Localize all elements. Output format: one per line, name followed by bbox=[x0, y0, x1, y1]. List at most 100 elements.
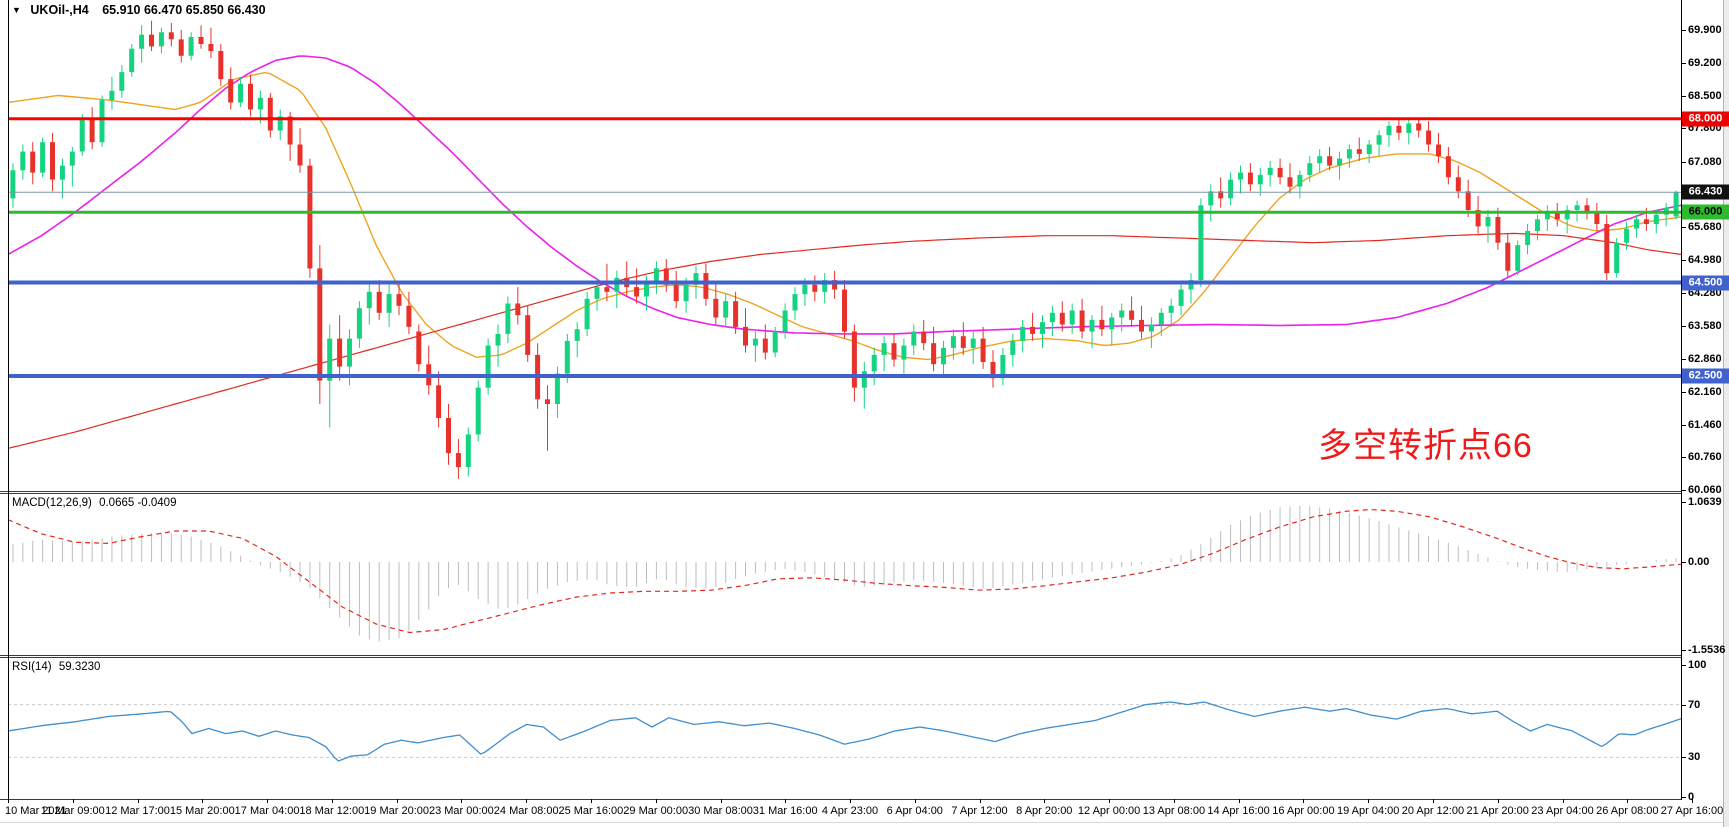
time-tick-mark bbox=[914, 799, 916, 803]
candle-body bbox=[1604, 224, 1610, 274]
candle-body bbox=[248, 83, 253, 110]
candle-body bbox=[743, 326, 748, 346]
candle-body bbox=[50, 142, 55, 180]
candle-body bbox=[1574, 205, 1580, 210]
time-tick-mark bbox=[720, 799, 722, 803]
candle-body bbox=[1208, 191, 1214, 206]
time-tick-label: 13 Apr 08:00 bbox=[1142, 805, 1206, 817]
candle-body bbox=[59, 165, 65, 180]
time-tick-label: 15 Mar 20:00 bbox=[169, 805, 235, 817]
candle-body bbox=[1069, 310, 1075, 325]
macd-rsi-divider[interactable] bbox=[0, 655, 1681, 656]
time-tick-label: 23 Mar 00:00 bbox=[428, 805, 494, 817]
candle-body bbox=[455, 453, 461, 468]
candle-body bbox=[1337, 158, 1342, 166]
candle-body bbox=[10, 170, 16, 199]
candle-body bbox=[703, 273, 709, 299]
time-tick-mark bbox=[785, 799, 787, 803]
candle-body bbox=[1049, 312, 1055, 323]
candle-body bbox=[356, 308, 362, 339]
time-tick-mark bbox=[1109, 799, 1111, 803]
price-tick-mark bbox=[1681, 490, 1686, 491]
candle-body bbox=[188, 37, 194, 56]
time-tick-label: 16 Apr 00:00 bbox=[1272, 805, 1335, 817]
candle-body bbox=[198, 37, 204, 44]
time-tick-mark bbox=[1044, 799, 1046, 803]
candle-body bbox=[832, 280, 838, 290]
candle-body bbox=[901, 345, 907, 360]
candle-body bbox=[337, 338, 343, 367]
candle-body bbox=[505, 303, 511, 334]
main-macd-divider2 bbox=[0, 493, 1681, 494]
candle-body bbox=[20, 151, 26, 171]
candle-body bbox=[614, 277, 620, 292]
price-badge-66.000: 66.000 bbox=[1682, 204, 1729, 220]
candle-body bbox=[1366, 144, 1372, 154]
time-tick-mark bbox=[1173, 799, 1175, 803]
candle-body bbox=[1010, 340, 1016, 355]
candle-body bbox=[396, 294, 402, 306]
candle-body bbox=[980, 338, 986, 362]
candle-body bbox=[287, 116, 293, 145]
price-tick-mark bbox=[1681, 95, 1686, 97]
price-tick-label: 62.160 bbox=[1688, 385, 1722, 398]
candle-body bbox=[950, 336, 956, 348]
price-tick-label: 69.900 bbox=[1688, 24, 1722, 36]
rsi-panel-surface[interactable] bbox=[0, 658, 1681, 799]
macd-indicator-label: MACD(12,26,9) 0.0665 -0.0409 bbox=[12, 497, 177, 509]
symbol-label: UKOil-,H4 bbox=[30, 3, 89, 17]
candle-body bbox=[1495, 217, 1501, 243]
candle-body bbox=[1584, 205, 1590, 213]
candle-body bbox=[327, 338, 333, 381]
price-tick-label: 69.200 bbox=[1688, 56, 1722, 69]
candle-body bbox=[1396, 125, 1402, 133]
time-tick-label: 7 Apr 12:00 bbox=[951, 805, 1008, 817]
candle-body bbox=[733, 301, 739, 327]
candle-body bbox=[564, 340, 570, 374]
price-tick-label: 63.580 bbox=[1688, 319, 1722, 332]
price-chart-surface[interactable] bbox=[0, 0, 1681, 492]
candle-body bbox=[40, 142, 46, 173]
rsi-line bbox=[7, 701, 1681, 762]
candle-body bbox=[1634, 219, 1639, 229]
time-tick-mark bbox=[1432, 799, 1434, 803]
main-macd-divider[interactable] bbox=[0, 491, 1681, 492]
candle-body bbox=[812, 284, 818, 292]
chart-title: ▼ UKOil-,H4 65.910 66.470 65.850 66.430 bbox=[12, 3, 266, 17]
candle-body bbox=[178, 39, 184, 56]
price-tick-mark bbox=[1681, 292, 1686, 294]
candle-body bbox=[1178, 289, 1184, 306]
time-tick-label: 14 Apr 16:00 bbox=[1207, 805, 1270, 817]
candle-body bbox=[782, 310, 788, 332]
time-tick-label: 27 Apr 16:00 bbox=[1660, 805, 1724, 817]
time-tick-mark bbox=[267, 799, 269, 803]
candle-body bbox=[673, 284, 679, 302]
price-tick-mark bbox=[1681, 457, 1686, 459]
candle-body bbox=[1089, 319, 1095, 332]
candle-body bbox=[1030, 326, 1036, 334]
candle-body bbox=[277, 116, 283, 131]
candle-body bbox=[683, 284, 689, 302]
symbol-dropdown-icon[interactable]: ▼ bbox=[12, 5, 21, 15]
candle-body bbox=[307, 165, 313, 269]
candle-body bbox=[1238, 172, 1243, 180]
candle-body bbox=[99, 100, 105, 143]
time-tick-mark bbox=[590, 799, 592, 803]
time-tick-mark bbox=[1627, 799, 1629, 803]
rsi-indicator-label: RSI(14) 59.3230 bbox=[12, 661, 101, 673]
candle-body bbox=[1525, 231, 1531, 245]
candle-body bbox=[347, 338, 352, 367]
candle-body bbox=[802, 284, 808, 295]
candle-body bbox=[1198, 205, 1204, 281]
time-tick-label: 6 Apr 04:00 bbox=[886, 805, 943, 817]
chart-annotation-text[interactable]: 多空转折点66 bbox=[1318, 427, 1533, 465]
rsi-tick-mark bbox=[1681, 797, 1686, 798]
price-tick-label: 64.980 bbox=[1688, 254, 1722, 266]
time-tick-mark bbox=[202, 799, 204, 803]
candle-body bbox=[1673, 192, 1679, 217]
candle-body bbox=[891, 343, 897, 360]
time-tick-mark bbox=[331, 799, 333, 803]
candle-body bbox=[1515, 245, 1521, 271]
time-tick-mark bbox=[1562, 799, 1564, 803]
macd-panel-surface[interactable] bbox=[0, 493, 1681, 656]
